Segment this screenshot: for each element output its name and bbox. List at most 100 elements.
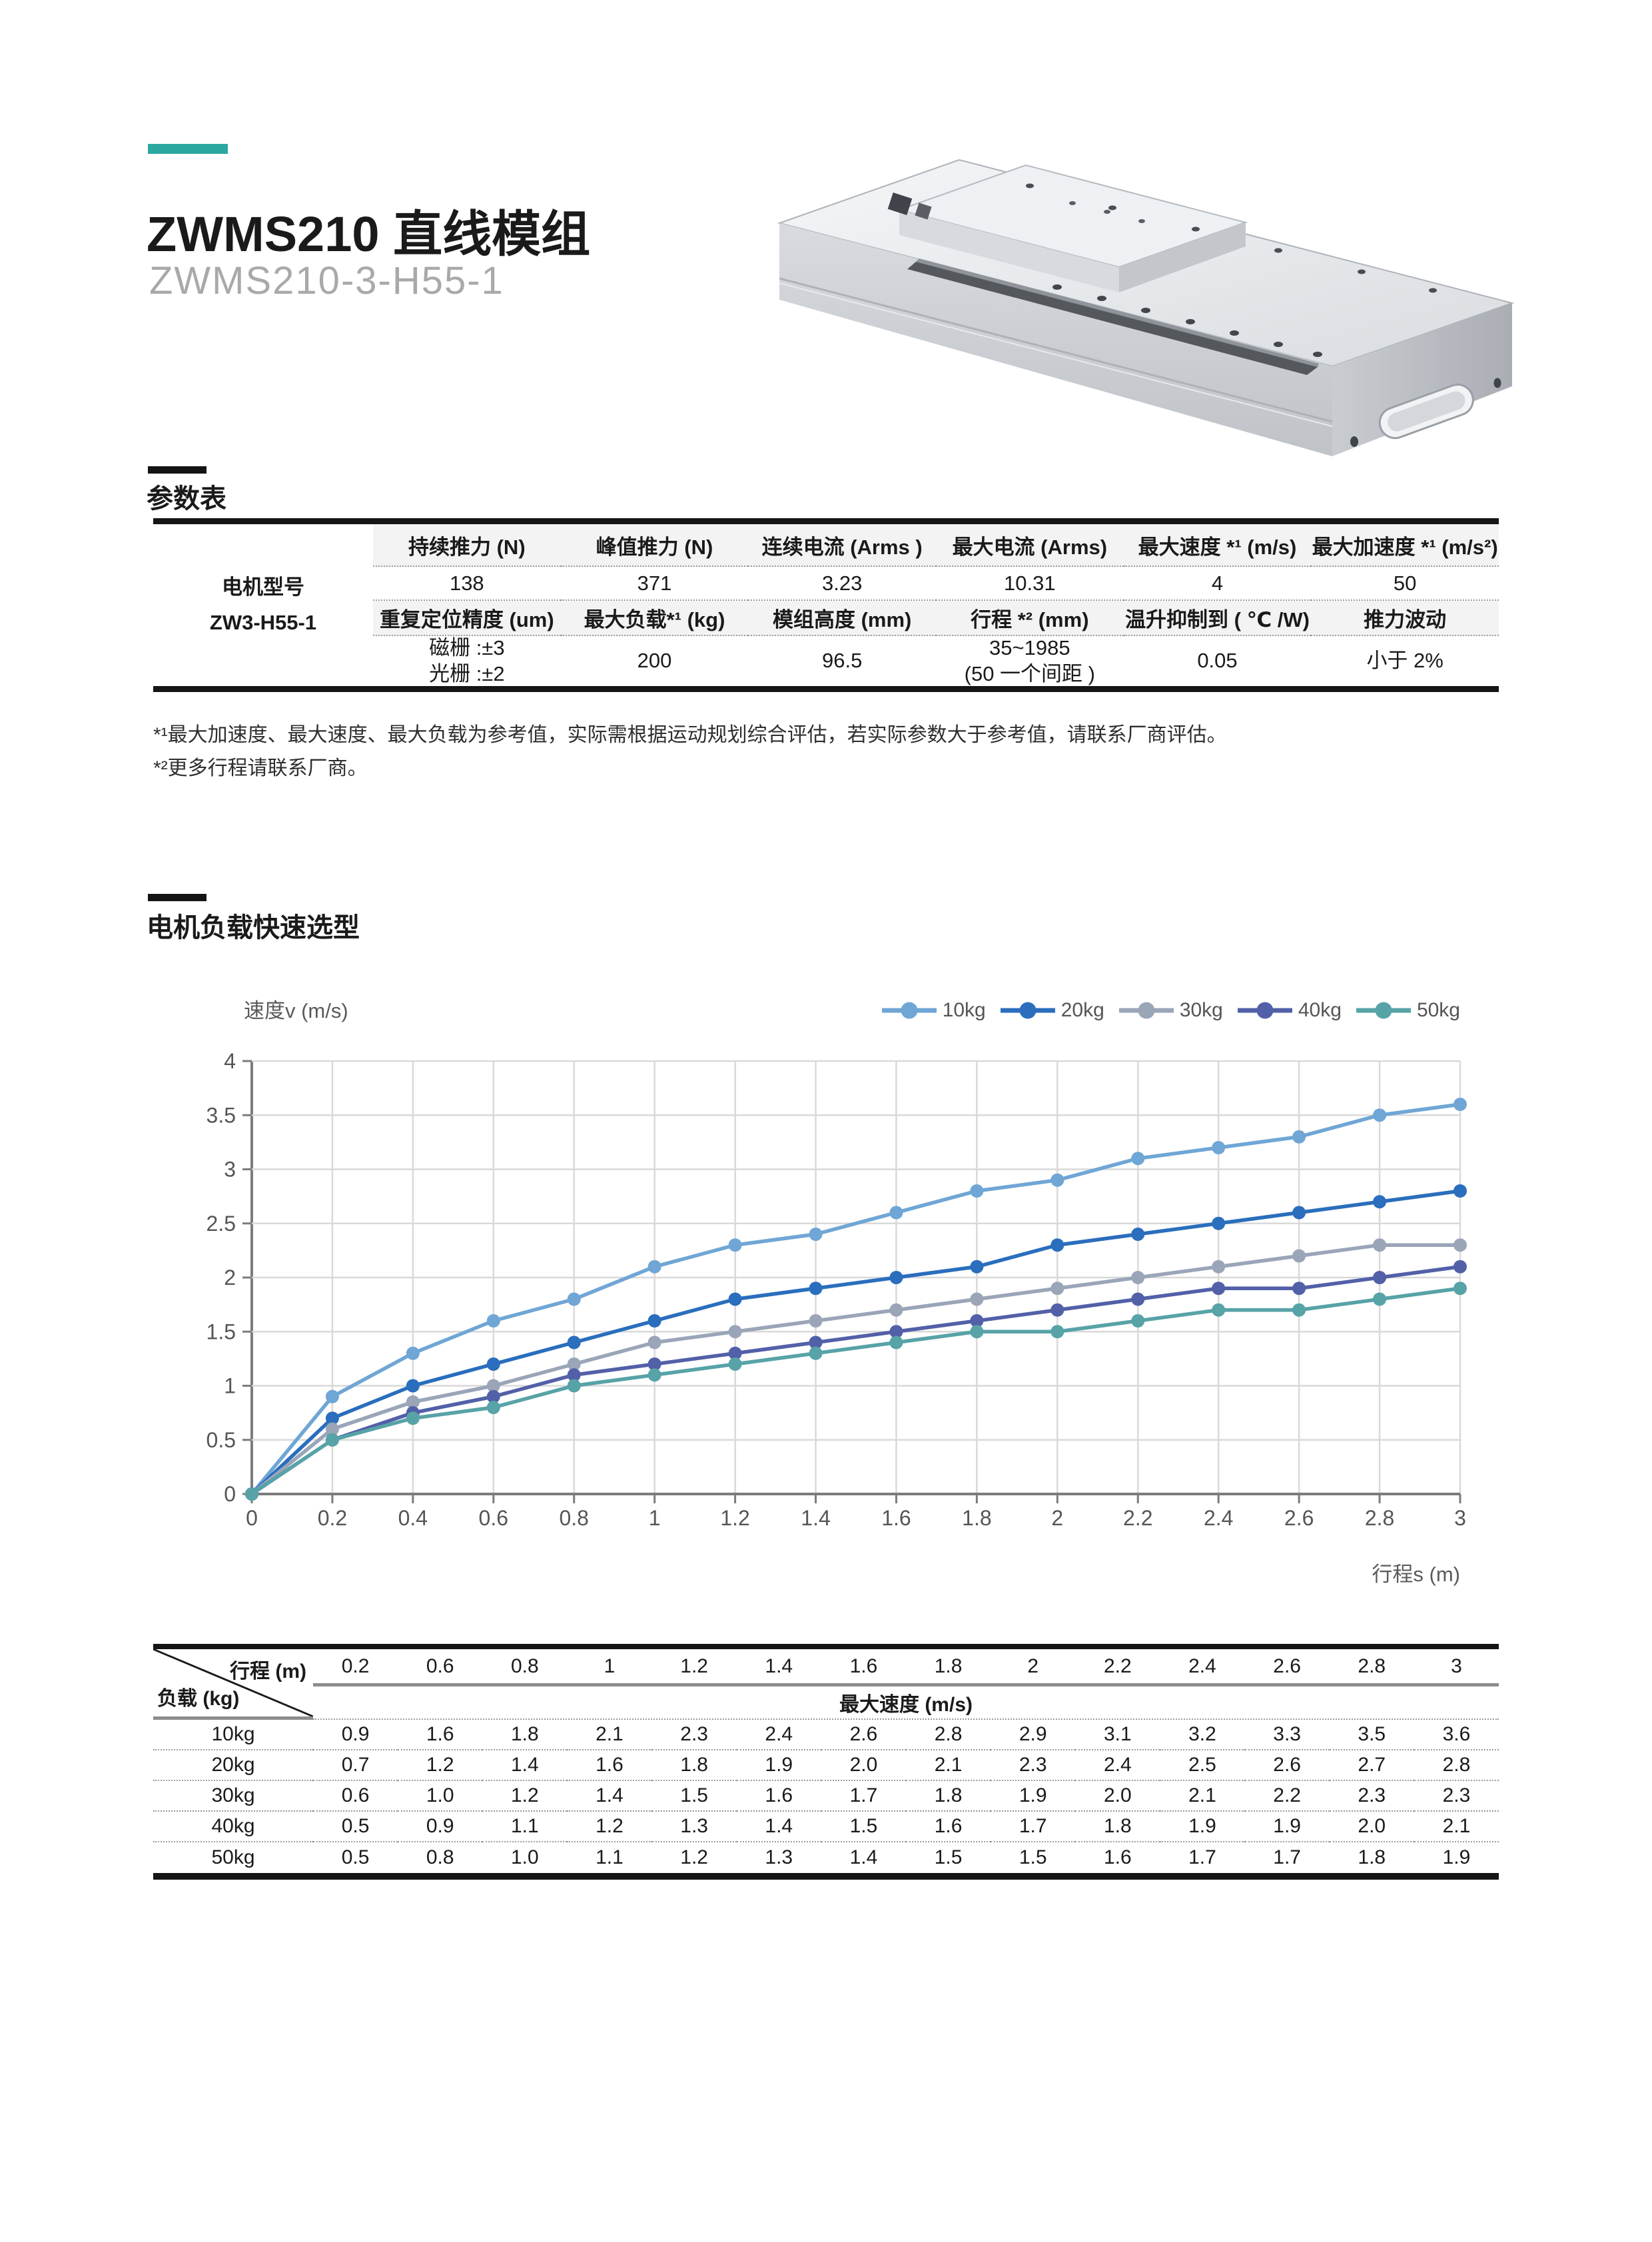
speed-value-cell: 2.0 (1329, 1812, 1414, 1842)
spec-value-cell: 3.23 (748, 567, 936, 601)
speed-value-cell: 2.5 (1160, 1750, 1245, 1781)
speed-row-label: 50kg (211, 1846, 255, 1868)
legend-item-10kg: 10kg (881, 999, 986, 1022)
legend-marker-icon (1356, 1002, 1411, 1019)
speed-value-cell: 1.5 (821, 1812, 906, 1842)
speed-column-header: 1.2 (651, 1649, 737, 1686)
spec-value-cell: 0.05 (1197, 649, 1238, 673)
speed-table-span-header: 最大速度 (m/s) (313, 1686, 1499, 1720)
speed-value-cell: 1.6 (398, 1720, 483, 1750)
speed-column-header: 0.2 (313, 1649, 398, 1686)
selection-section-heading: 电机负载快速选型 (147, 913, 360, 942)
speed-row-label: 10kg (153, 1720, 313, 1750)
chart-x-axis-title: 行程s (m) (1372, 1563, 1460, 1586)
speed-value-cell: 2.1 (906, 1750, 991, 1781)
legend-item-20kg: 20kg (999, 999, 1104, 1022)
speed-row-label: 20kg (153, 1750, 313, 1781)
speed-value-cell: 2.3 (1329, 1781, 1414, 1812)
chart-y-axis-title: 速度v (m/s) (244, 999, 348, 1022)
speed-value-cell: 1.8 (1358, 1846, 1386, 1868)
svg-text:2.8: 2.8 (1365, 1506, 1394, 1530)
svg-text:2.4: 2.4 (1204, 1506, 1233, 1530)
svg-text:1.5: 1.5 (206, 1319, 236, 1343)
svg-text:3: 3 (224, 1158, 236, 1182)
spec-header-cell: 温升抑制到 ( ℃ /W) (1123, 601, 1312, 636)
speed-value-cell: 2.2 (1244, 1781, 1330, 1812)
spec-value-cell: 小于 2% (1366, 649, 1444, 673)
speed-value-cell: 0.8 (426, 1846, 454, 1868)
svg-text:2: 2 (224, 1266, 236, 1290)
series-10kg (245, 1098, 1467, 1501)
speed-value-cell: 1.6 (567, 1750, 652, 1781)
spec-value-cell: 96.5 (821, 649, 863, 673)
spec-header-cell: 重复定位精度 (um) (373, 601, 561, 636)
speed-value-cell: 1.2 (482, 1781, 568, 1812)
module-end-face (1332, 303, 1512, 456)
legend-marker-icon (1000, 1002, 1055, 1019)
svg-text:3.5: 3.5 (206, 1103, 236, 1127)
speed-value-cell: 2.3 (651, 1720, 737, 1750)
series-50kg (245, 1282, 1467, 1501)
speed-value-cell: 1.4 (567, 1781, 652, 1812)
speed-value-cell: 1.4 (849, 1846, 878, 1868)
speed-value-cell: 1.9 (1244, 1812, 1330, 1842)
speed-value-cell: 0.9 (313, 1720, 398, 1750)
rail-highlight (916, 258, 1319, 367)
speed-value-cell: 2.0 (1075, 1781, 1160, 1812)
speed-value-cell: 1.6 (1103, 1846, 1132, 1868)
spec-section-heading: 参数表 (147, 484, 226, 514)
legend-label: 50kg (1416, 999, 1460, 1021)
spec-value-cell: 138 (373, 567, 561, 601)
section-bar-spec (148, 466, 206, 474)
svg-text:3: 3 (1454, 1506, 1466, 1530)
speed-column-header: 0.8 (482, 1649, 568, 1686)
speed-column-header: 2.6 (1244, 1649, 1330, 1686)
svg-text:1.2: 1.2 (720, 1506, 749, 1530)
spec-value-cell: 50 (1311, 567, 1499, 601)
footnote-2: *²更多行程请联系厂商。 (153, 757, 368, 779)
speed-column-header: 2.2 (1075, 1649, 1160, 1686)
spec-header-cell: 最大负载*¹ (kg) (560, 601, 749, 636)
speed-value-cell: 2.7 (1329, 1750, 1414, 1781)
svg-text:0: 0 (246, 1506, 258, 1530)
chart-grid: 0 0.2 0.4 0.6 0.8 1 1.2 1.4 1.6 1.8 2 2.2 2.4 2.6 2.8 3… (206, 1049, 1466, 1530)
speed-value-cell: 2.4 (1075, 1750, 1160, 1781)
model-code: ZWMS210-3-H55-1 (149, 259, 504, 302)
speed-value-cell: 3.6 (1414, 1720, 1499, 1750)
speed-row-label: 40kg (153, 1812, 313, 1842)
speed-value-cell: 3.3 (1244, 1720, 1330, 1750)
motor-model-label: 电机型号 ZW3-H55-1 (209, 575, 317, 634)
spec-value-cell: 10.31 (935, 567, 1124, 601)
speed-value-cell: 1.2 (680, 1846, 708, 1868)
speed-value-cell: 1.6 (906, 1812, 991, 1842)
spec-header-cell: 最大电流 (Arms) (935, 524, 1124, 567)
svg-text:0.6: 0.6 (479, 1506, 508, 1530)
load-speed-chart: 0 0.2 0.4 0.6 0.8 1 1.2 1.4 1.6 1.8 2 2.2 2.4 2.6 2.8 3… (206, 1049, 1467, 1530)
svg-text:2: 2 (1051, 1506, 1063, 1530)
screw-holes-back (1026, 183, 1437, 293)
speed-value-cell: 1.8 (482, 1720, 568, 1750)
legend-marker-icon (881, 1002, 937, 1019)
speed-value-cell: 2.4 (736, 1720, 821, 1750)
speed-value-cell: 2.8 (1414, 1750, 1499, 1781)
svg-text:1.6: 1.6 (881, 1506, 911, 1530)
speed-value-cell: 1.3 (765, 1846, 793, 1868)
svg-text:0.4: 0.4 (398, 1506, 428, 1530)
series-20kg (245, 1184, 1467, 1501)
speed-value-cell: 1.1 (596, 1846, 623, 1868)
carriage-front-face (899, 210, 1119, 292)
speed-value-cell: 1.4 (482, 1750, 568, 1781)
spec-header-cell: 推力波动 (1311, 601, 1499, 636)
speed-column-header: 2.8 (1329, 1649, 1414, 1686)
spec-header-cell: 最大加速度 *¹ (m/s²) (1311, 524, 1499, 567)
legend-item-50kg: 50kg (1355, 999, 1460, 1022)
speed-row-label: 30kg (153, 1781, 313, 1812)
speed-column-header: 2 (991, 1649, 1076, 1686)
speed-value-cell: 1.4 (736, 1812, 821, 1842)
legend-label: 30kg (1179, 999, 1223, 1021)
load-axis-label: 负载 (kg) (157, 1688, 240, 1710)
spec-value-cell: 磁栅 :±3 光栅 :±2 (429, 635, 505, 685)
handle-cutout (1378, 383, 1474, 440)
speed-value-cell: 1.9 (736, 1750, 821, 1781)
